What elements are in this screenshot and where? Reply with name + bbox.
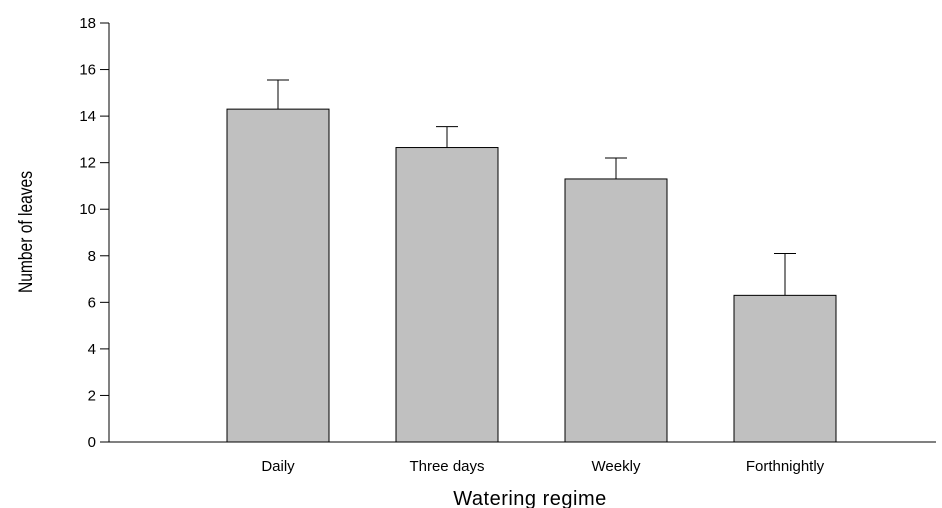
x-axis-title: Watering regime [453,488,606,508]
x-tick-label: Three days [409,458,484,475]
error-bars [267,79,796,296]
y-axis-title: Number of leaves [15,171,37,293]
bars [226,108,837,443]
y-tick-label: 10 [79,201,96,218]
x-tick-label: Weekly [592,458,641,475]
y-tick-label: 8 [88,248,96,265]
y-tick-label: 0 [88,434,96,451]
x-tick-label: Forthnightly [746,458,825,475]
x-ticks: Daily Three days Weekly Forthnightly [261,458,824,475]
y-tick-label: 4 [88,341,96,358]
y-tick-label: 14 [79,108,96,125]
bar [395,147,499,443]
bar [226,108,330,443]
bar [733,294,837,443]
y-tick-label: 18 [79,15,96,32]
x-tick-label: Daily [261,458,295,475]
y-tick-label: 2 [88,387,96,404]
y-tick-label: 6 [88,294,96,311]
y-tick-label: 12 [79,155,96,172]
bar [564,178,668,443]
y-tick-label: 16 [79,62,96,79]
y-ticks: 0 2 4 6 8 10 12 14 16 18 [79,15,109,451]
